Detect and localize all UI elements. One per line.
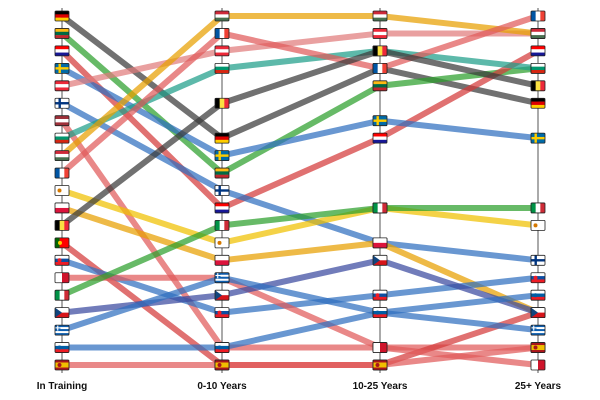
flag-marker-greece [54, 324, 70, 336]
series-line-france [60, 13, 539, 176]
flag-marker-france [54, 167, 70, 179]
series-line-greece [61, 274, 539, 334]
flag-marker-czechia [372, 254, 388, 266]
series-line-croatia [59, 48, 540, 211]
flag-marker-malta [372, 342, 388, 353]
flag-marker-germany [214, 132, 230, 144]
flag-marker-finland [530, 254, 546, 266]
flag-marker-hungary [372, 10, 388, 22]
flag-marker-hungary [530, 28, 546, 39]
x-tick-label-0: In Training [37, 381, 88, 392]
x-axis-labels: In Training 0-10 Years 10-25 Years 25+ Year… [37, 381, 562, 392]
flag-marker-cyprus [214, 237, 230, 249]
flag-marker-belgium [214, 97, 230, 109]
flag-marker-sweden [214, 150, 230, 162]
flag-marker-cyprus [54, 185, 70, 196]
flag-marker-finland [54, 97, 70, 109]
flag-marker-lithuania [372, 80, 388, 92]
flag-markers [54, 10, 546, 371]
flag-marker-portugal [54, 237, 70, 249]
flag-marker-belgium [372, 45, 388, 57]
flag-marker-poland [214, 254, 230, 266]
flag-marker-poland [372, 237, 388, 249]
flag-marker-slovakia [54, 254, 70, 266]
flag-marker-slovenia [372, 307, 388, 319]
flag-marker-belgium [54, 219, 70, 231]
flag-marker-france [214, 28, 230, 39]
flag-marker-czechia [530, 307, 546, 319]
flag-marker-italy [54, 289, 70, 301]
flag-marker-malta [54, 272, 70, 284]
flag-marker-finland [214, 185, 230, 196]
flag-marker-france [530, 10, 546, 22]
flag-marker-italy [530, 202, 546, 214]
flag-marker-germany [530, 97, 546, 109]
flag-marker-france [372, 62, 388, 74]
flag-marker-hungary [214, 10, 230, 22]
flag-marker-slovenia [530, 289, 546, 301]
flag-marker-austria [54, 80, 70, 92]
flag-marker-lithuania [54, 28, 70, 39]
flag-marker-latvia [54, 115, 70, 127]
series-line-slovenia [62, 292, 539, 351]
series-line-belgium [60, 47, 539, 228]
flag-marker-spain [214, 359, 230, 371]
series-line-sweden [60, 65, 539, 159]
flag-marker-austria [372, 28, 388, 39]
flag-marker-austria [214, 45, 230, 57]
flag-marker-bulgaria [54, 132, 70, 144]
flag-marker-hungary [54, 150, 70, 162]
flag-marker-germany [54, 10, 70, 22]
flag-marker-sweden [372, 115, 388, 127]
flag-marker-croatia [372, 132, 388, 144]
series-line-poland [61, 205, 540, 316]
flag-marker-belgium [530, 80, 546, 92]
flag-marker-malta [530, 359, 546, 371]
x-tick-label-3: 25+ Years [515, 381, 562, 392]
flag-marker-greece [530, 324, 546, 336]
flag-marker-bulgaria [530, 62, 546, 74]
flag-marker-lithuania [214, 167, 230, 179]
flag-marker-czechia [214, 289, 230, 301]
flag-marker-slovakia [214, 307, 230, 319]
series-line-spain [62, 344, 539, 368]
flag-marker-italy [372, 202, 388, 214]
flag-marker-spain [54, 359, 70, 371]
flag-marker-poland [54, 202, 70, 214]
flag-marker-slovakia [372, 289, 388, 301]
flag-marker-croatia [530, 45, 546, 57]
flag-marker-italy [214, 219, 230, 231]
flag-marker-cyprus [530, 219, 546, 231]
flag-marker-croatia [214, 202, 230, 214]
flag-marker-slovenia [214, 342, 230, 353]
flag-marker-sweden [530, 132, 546, 144]
series-line-hungary [60, 13, 539, 158]
flag-marker-bulgaria [214, 62, 230, 74]
flag-marker-spain [372, 359, 388, 371]
series-line-italy [60, 204, 538, 298]
flag-marker-czechia [54, 307, 70, 319]
flag-marker-croatia [54, 45, 70, 57]
x-tick-label-2: 10-25 Years [353, 381, 408, 392]
flag-marker-slovenia [54, 342, 70, 353]
x-tick-label-1: 0-10 Years [197, 381, 247, 392]
series-lines [59, 13, 540, 368]
flag-marker-slovakia [530, 272, 546, 284]
flag-marker-greece [214, 272, 230, 284]
series-line-germany [60, 13, 539, 142]
series-line-austria [61, 30, 538, 89]
series-line-cyprus [61, 187, 539, 246]
flag-marker-spain [530, 342, 546, 353]
flag-marker-sweden [54, 62, 70, 74]
